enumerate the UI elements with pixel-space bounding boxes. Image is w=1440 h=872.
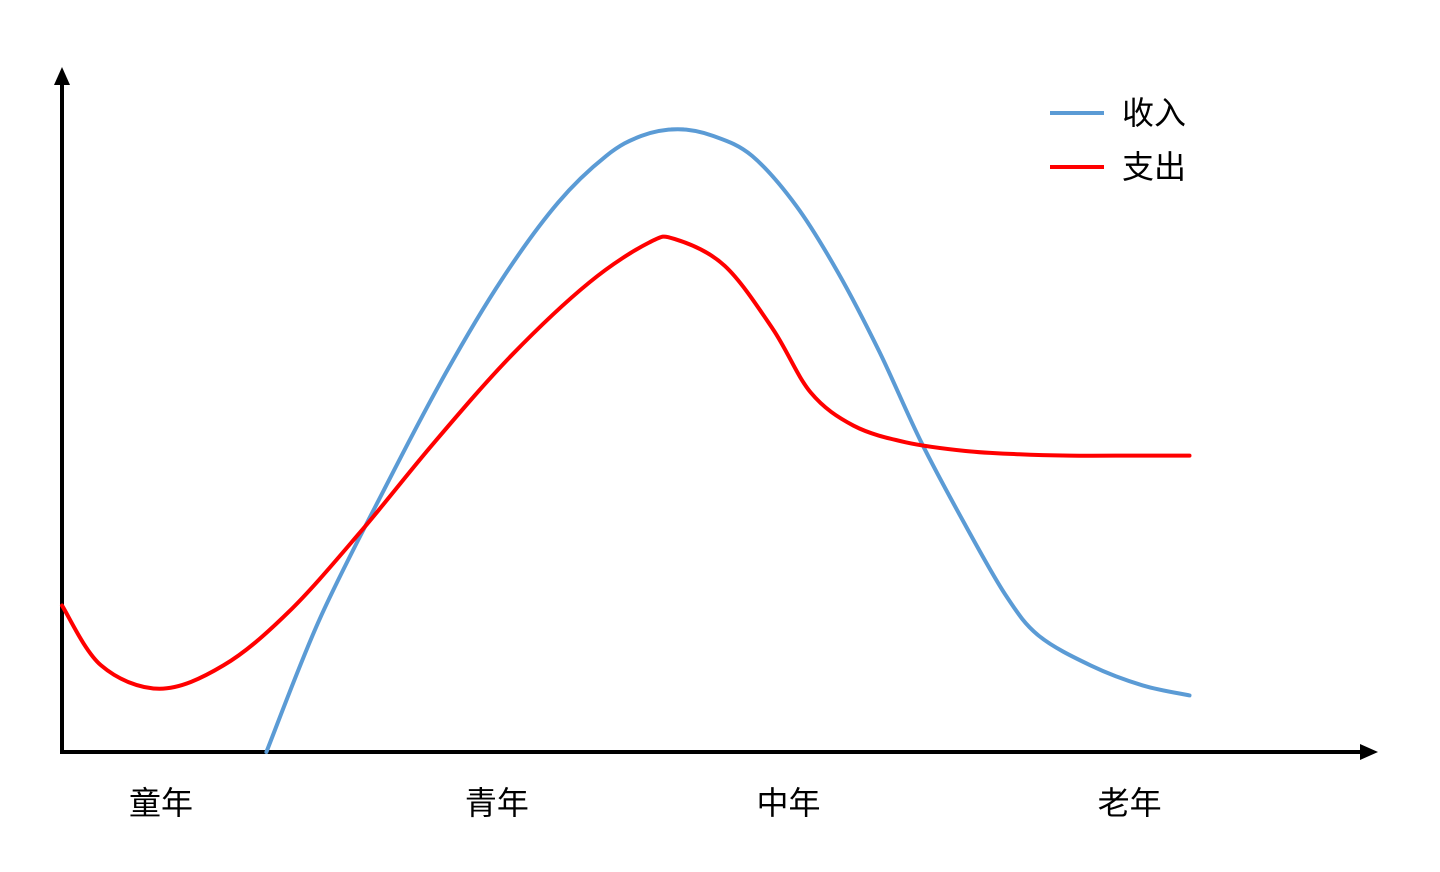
legend-label-income: 收入 [1122,94,1186,132]
x-tick-label: 中年 [757,784,821,822]
x-tick-label: 青年 [465,784,529,822]
x-axis [62,744,1378,760]
x-tick-label: 童年 [129,784,193,822]
y-axis [54,67,70,754]
x-tick-labels: 童年 青年 中年 老年 [129,784,1162,822]
series-line-income [264,127,1192,754]
legend-label-expense: 支出 [1122,148,1186,186]
x-axis-arrow [1360,744,1378,760]
y-axis-arrow [54,67,70,85]
x-tick-label: 老年 [1098,784,1162,822]
series-line-expense [60,234,1192,691]
series-group [60,127,1192,754]
